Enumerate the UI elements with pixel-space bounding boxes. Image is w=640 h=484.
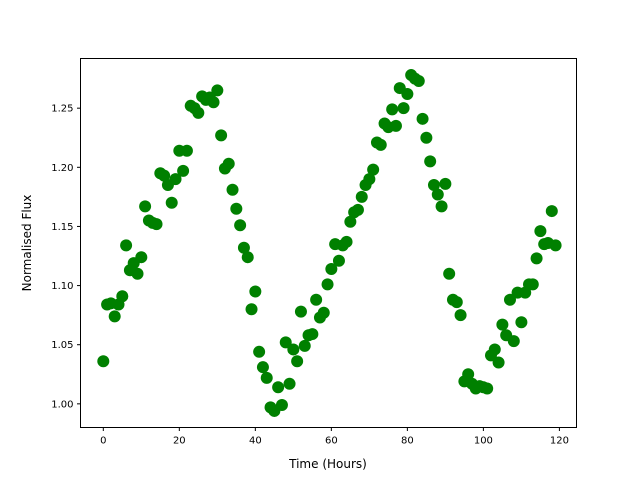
data-point: [363, 173, 376, 186]
data-point: [355, 190, 368, 203]
data-point: [131, 267, 144, 280]
data-point: [386, 103, 399, 116]
data-point: [545, 205, 558, 218]
data-point: [416, 112, 429, 125]
data-point: [439, 177, 452, 190]
x-tick-label: 0: [100, 436, 106, 447]
x-axis: 0 20 40 60 80 100 120: [100, 427, 569, 447]
data-point: [120, 239, 133, 252]
x-tick-label: 80: [401, 436, 414, 447]
data-point: [150, 218, 163, 231]
data-point: [431, 188, 444, 201]
y-tick-label: 1.20: [51, 163, 73, 174]
data-point: [298, 339, 311, 352]
data-point: [503, 293, 516, 306]
y-tick-label: 1.00: [51, 399, 73, 410]
data-point: [321, 278, 334, 291]
data-point: [139, 200, 152, 213]
y-tick-label: 1.05: [51, 340, 73, 351]
data-point: [260, 371, 273, 384]
data-point: [325, 263, 338, 276]
data-point: [450, 296, 463, 309]
data-point: [427, 179, 440, 192]
data-point: [237, 241, 250, 254]
data-point: [241, 251, 254, 264]
x-tick-label: 40: [249, 436, 262, 447]
data-point: [108, 310, 121, 323]
data-point: [192, 106, 205, 119]
data-point: [116, 290, 129, 303]
y-tick-label: 1.10: [51, 281, 73, 292]
data-point: [412, 74, 425, 87]
data-point: [389, 119, 402, 132]
x-tick-label: 60: [325, 436, 338, 447]
data-point: [507, 335, 520, 348]
data-point: [256, 361, 269, 374]
data-point: [420, 131, 433, 144]
data-point: [492, 356, 505, 369]
data-point: [549, 239, 562, 252]
data-point: [332, 254, 345, 267]
plot-frame: [80, 58, 577, 428]
data-point: [462, 368, 475, 381]
y-axis-label: Normalised Flux: [20, 195, 34, 292]
data-point: [367, 163, 380, 176]
data-point: [207, 96, 220, 109]
data-point: [351, 203, 364, 216]
data-point: [215, 129, 228, 142]
data-point: [165, 196, 178, 209]
data-point: [135, 251, 148, 264]
data-point: [530, 252, 543, 265]
data-point: [169, 173, 182, 186]
data-point: [340, 235, 353, 248]
data-point: [443, 267, 456, 280]
x-tick-label: 20: [173, 436, 186, 447]
data-point: [272, 381, 285, 394]
data-point: [401, 87, 414, 100]
x-tick-label: 120: [550, 436, 569, 447]
data-point: [435, 200, 448, 213]
y-tick-label: 1.15: [51, 222, 73, 233]
data-point: [283, 377, 296, 390]
data-point: [287, 343, 300, 356]
data-point: [253, 345, 266, 358]
data-point: [291, 355, 304, 368]
y-tick-label: 1.25: [51, 104, 73, 115]
x-tick-label: 100: [474, 436, 493, 447]
points-layer: [97, 69, 562, 417]
data-point: [245, 303, 258, 316]
data-point: [294, 305, 307, 318]
data-point: [344, 215, 357, 228]
data-point: [158, 169, 171, 182]
x-axis-label: Time (Hours): [288, 457, 367, 471]
data-point: [534, 225, 547, 238]
data-point: [310, 293, 323, 306]
data-point: [397, 102, 410, 115]
data-point: [177, 164, 190, 177]
data-point: [249, 285, 262, 298]
data-point: [275, 399, 288, 412]
data-point: [234, 219, 247, 232]
data-point: [230, 202, 243, 215]
data-point: [496, 318, 509, 331]
data-point: [526, 278, 539, 291]
data-point: [424, 155, 437, 168]
data-point: [488, 343, 501, 356]
data-point: [180, 144, 193, 157]
data-point: [211, 84, 224, 97]
data-point: [226, 183, 239, 196]
data-point: [306, 328, 319, 341]
data-point: [515, 316, 528, 329]
data-point: [374, 138, 387, 151]
data-point: [317, 306, 330, 319]
data-point: [222, 157, 235, 170]
y-axis: 1.00 1.05 1.10 1.15 1.20 1.25: [51, 104, 81, 410]
data-point: [279, 336, 292, 349]
data-point: [454, 309, 467, 322]
data-point: [481, 382, 494, 395]
data-point: [97, 355, 110, 368]
